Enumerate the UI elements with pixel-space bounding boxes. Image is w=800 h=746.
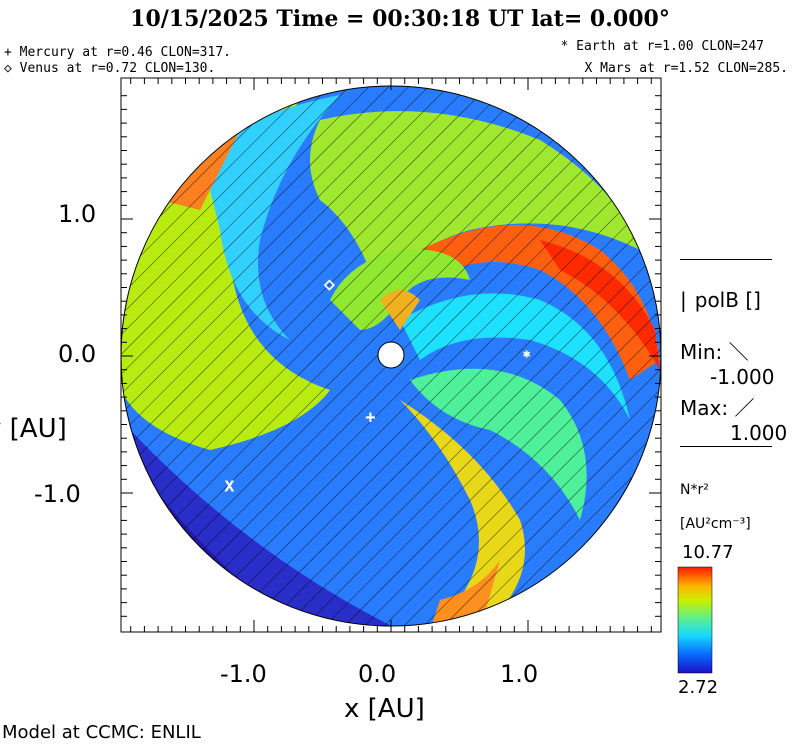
polarity-max: Max: ／ — [680, 396, 755, 420]
x-axis-label: x [AU] — [344, 694, 425, 724]
model-credit: Model at CCMC: ENLIL — [2, 722, 201, 743]
polarity-min-value: -1.000 — [710, 365, 775, 389]
mercury-legend: + Mercury at r=0.46 CLON=317. — [4, 45, 231, 60]
venus-legend: ◇ Venus at r=0.72 CLON=130. — [4, 61, 216, 76]
planet-markers: + ◇ * X — [224, 277, 530, 496]
x-tick-1: 1.0 — [500, 660, 539, 688]
y-tick-minus1: -1.0 — [34, 480, 81, 508]
mars-marker: X — [225, 480, 234, 495]
colorbar-max: 10.77 — [682, 542, 734, 563]
earth-marker: * — [523, 350, 530, 365]
y-axis-label: y [AU] — [0, 414, 67, 444]
mercury-marker: + — [365, 410, 376, 425]
y-tick-0: 0.0 — [58, 340, 97, 368]
colorbar-label: N*r² — [680, 482, 709, 498]
colorbar-units: [AU²cm⁻³] — [680, 516, 751, 532]
sun-icon — [377, 341, 405, 369]
mars-legend: X Mars at r=1.52 CLON=285. — [584, 61, 789, 76]
x-tick-0: 0.0 — [358, 660, 397, 688]
polarity-title: | polB [] — [680, 288, 761, 312]
plot-title: 10/15/2025 Time = 00:30:18 UT lat= 0.000… — [130, 6, 670, 32]
axis-ticks — [121, 78, 661, 632]
colorbar — [677, 566, 713, 674]
polarity-max-value: 1.000 — [730, 421, 788, 445]
venus-marker: ◇ — [324, 277, 334, 292]
colorbar-min: 2.72 — [678, 677, 719, 698]
x-tick-minus1: -1.0 — [220, 660, 267, 688]
polarity-bottom-rule — [680, 446, 772, 447]
polarity-top-rule — [680, 259, 772, 260]
polarity-min: Min: ＼ — [680, 340, 749, 364]
earth-legend: * Earth at r=1.00 CLON=247 — [560, 39, 765, 54]
y-tick-1: 1.0 — [58, 200, 97, 228]
